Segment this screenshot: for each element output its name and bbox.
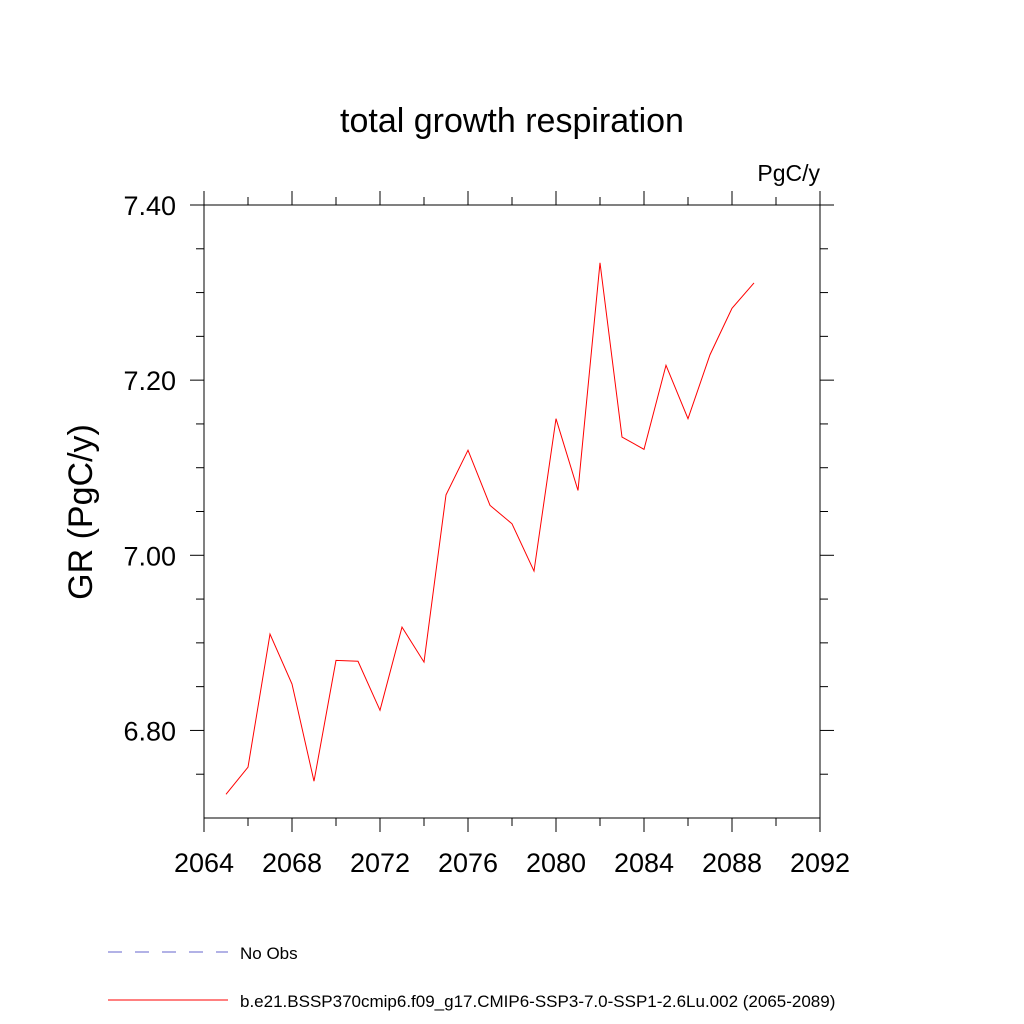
- y-tick-label: 7.20: [123, 366, 176, 396]
- x-tick-label: 2064: [174, 848, 234, 878]
- x-tick-label: 2068: [262, 848, 322, 878]
- y-tick-label: 7.00: [123, 541, 176, 571]
- x-tick-label: 2088: [702, 848, 762, 878]
- x-tick-label: 2084: [614, 848, 674, 878]
- legend-label-0: No Obs: [240, 944, 298, 963]
- x-axis-ticks: 2064 2068 2072 2076 2080 2084 2088 2092: [174, 191, 850, 878]
- x-tick-label: 2072: [350, 848, 410, 878]
- x-tick-label: 2080: [526, 848, 586, 878]
- series-line-0: [225, 262, 755, 795]
- chart-title: total growth respiration: [340, 102, 684, 140]
- y-tick-label: 7.40: [123, 191, 176, 221]
- y-tick-label: 6.80: [123, 716, 176, 746]
- legend-label-1: b.e21.BSSP370cmip6.f09_g17.CMIP6-SSP3-7.…: [240, 992, 835, 1011]
- legend: No Obs b.e21.BSSP370cmip6.f09_g17.CMIP6-S…: [108, 944, 835, 1011]
- y-axis-ticks: 6.80 7.00 7.20 7.40: [123, 191, 834, 775]
- x-tick-label: 2092: [790, 848, 850, 878]
- x-tick-label: 2076: [438, 848, 498, 878]
- series-group: [225, 262, 755, 795]
- units-label: PgC/y: [757, 160, 820, 186]
- plot-frame: [203, 204, 821, 819]
- y-axis-label: GR (PgC/y): [62, 424, 100, 600]
